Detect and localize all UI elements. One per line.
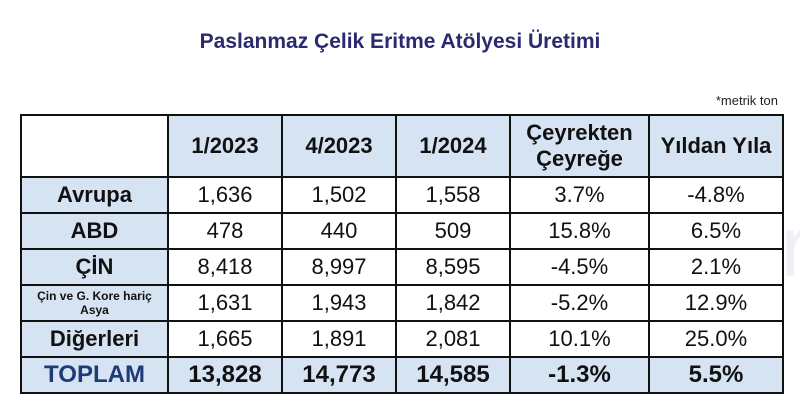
unit-note: *metrik ton xyxy=(715,93,778,108)
total-cell: 13,828 xyxy=(167,356,283,394)
row-label: ÇİN xyxy=(20,248,169,286)
table-row: ABD 478 440 509 15.8% 6.5% xyxy=(20,212,784,250)
total-cell: 14,773 xyxy=(281,356,397,394)
total-cell: -1.3% xyxy=(509,356,650,394)
table-cell: 3.7% xyxy=(509,176,650,214)
table-cell: 10.1% xyxy=(509,320,650,358)
table-cell: 6.5% xyxy=(648,212,784,250)
table-cell: 1,558 xyxy=(395,176,511,214)
table-cell: 2,081 xyxy=(395,320,511,358)
total-row: TOPLAM 13,828 14,773 14,585 -1.3% 5.5% xyxy=(20,356,784,394)
row-label: ABD xyxy=(20,212,169,250)
row-label: Çin ve G. Kore hariç Asya xyxy=(20,284,169,322)
row-label: Avrupa xyxy=(20,176,169,214)
table-cell: 8,595 xyxy=(395,248,511,286)
table-cell: -4.5% xyxy=(509,248,650,286)
header-yoy: Yıldan Yıla xyxy=(648,114,784,178)
table-row: Çin ve G. Kore hariç Asya 1,631 1,943 1,… xyxy=(20,284,784,322)
table-cell: -5.2% xyxy=(509,284,650,322)
table-cell: 12.9% xyxy=(648,284,784,322)
table-cell: 1,943 xyxy=(281,284,397,322)
table-cell: 15.8% xyxy=(509,212,650,250)
table-cell: 1,891 xyxy=(281,320,397,358)
table-cell: 1,636 xyxy=(167,176,283,214)
header-4-2023: 4/2023 xyxy=(281,114,397,178)
total-cell: 5.5% xyxy=(648,356,784,394)
table-cell: 1,631 xyxy=(167,284,283,322)
header-qoq: Çeyrekten Çeyreğe xyxy=(509,114,650,178)
table-cell: -4.8% xyxy=(648,176,784,214)
header-row: 1/2023 4/2023 1/2024 Çeyrekten Çeyreğe Y… xyxy=(20,114,784,178)
table-cell: 478 xyxy=(167,212,283,250)
total-cell: 14,585 xyxy=(395,356,511,394)
table-cell: 509 xyxy=(395,212,511,250)
page-title: Paslanmaz Çelik Eritme Atölyesi Üretimi xyxy=(199,30,601,53)
table-cell: 1,665 xyxy=(167,320,283,358)
table-row: Avrupa 1,636 1,502 1,558 3.7% -4.8% xyxy=(20,176,784,214)
table-cell: 1,502 xyxy=(281,176,397,214)
table-row: ÇİN 8,418 8,997 8,595 -4.5% 2.1% xyxy=(20,248,784,286)
row-label: Diğerleri xyxy=(20,320,169,358)
table-cell: 1,842 xyxy=(395,284,511,322)
header-1-2023: 1/2023 xyxy=(167,114,283,178)
table-cell: 2.1% xyxy=(648,248,784,286)
total-label: TOPLAM xyxy=(20,356,169,394)
table-cell: 25.0% xyxy=(648,320,784,358)
header-blank xyxy=(20,114,169,178)
table-cell: 8,997 xyxy=(281,248,397,286)
table-cell: 440 xyxy=(281,212,397,250)
table-cell: 8,418 xyxy=(167,248,283,286)
production-table: 1/2023 4/2023 1/2024 Çeyrekten Çeyreğe Y… xyxy=(20,114,784,394)
table-row: Diğerleri 1,665 1,891 2,081 10.1% 25.0% xyxy=(20,320,784,358)
header-1-2024: 1/2024 xyxy=(395,114,511,178)
